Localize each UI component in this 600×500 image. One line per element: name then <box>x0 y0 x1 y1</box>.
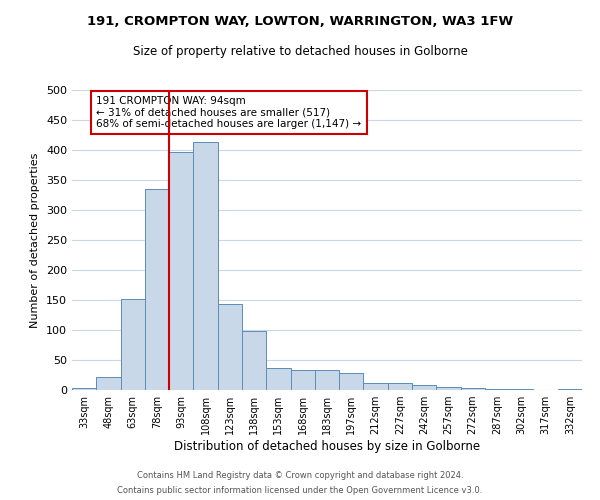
Bar <box>242 330 266 390</box>
Bar <box>169 152 193 390</box>
Bar <box>145 189 169 390</box>
Bar <box>436 387 461 390</box>
Bar <box>388 384 412 390</box>
Text: Size of property relative to detached houses in Golborne: Size of property relative to detached ho… <box>133 45 467 58</box>
X-axis label: Distribution of detached houses by size in Golborne: Distribution of detached houses by size … <box>174 440 480 453</box>
Bar <box>121 299 145 390</box>
Y-axis label: Number of detached properties: Number of detached properties <box>31 152 40 328</box>
Bar <box>96 377 121 390</box>
Text: 191 CROMPTON WAY: 94sqm
← 31% of detached houses are smaller (517)
68% of semi-d: 191 CROMPTON WAY: 94sqm ← 31% of detache… <box>96 96 361 129</box>
Bar <box>193 142 218 390</box>
Bar <box>218 304 242 390</box>
Bar <box>461 388 485 390</box>
Text: 191, CROMPTON WAY, LOWTON, WARRINGTON, WA3 1FW: 191, CROMPTON WAY, LOWTON, WARRINGTON, W… <box>87 15 513 28</box>
Text: Contains public sector information licensed under the Open Government Licence v3: Contains public sector information licen… <box>118 486 482 495</box>
Bar <box>364 384 388 390</box>
Bar <box>290 370 315 390</box>
Bar <box>72 388 96 390</box>
Bar <box>266 368 290 390</box>
Text: Contains HM Land Registry data © Crown copyright and database right 2024.: Contains HM Land Registry data © Crown c… <box>137 471 463 480</box>
Bar <box>315 370 339 390</box>
Bar <box>412 385 436 390</box>
Bar <box>339 373 364 390</box>
